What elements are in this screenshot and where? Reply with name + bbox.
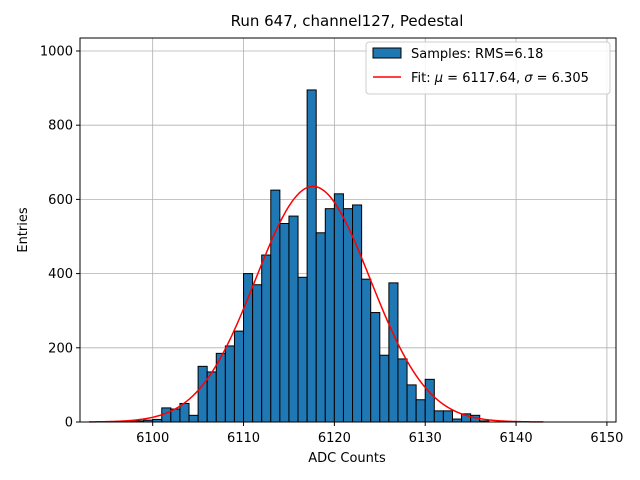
fit-curve-layer (89, 185, 544, 423)
y-axis-ticks: 0 200 400 600 800 1000 (40, 44, 80, 431)
y-axis-label: Entries (16, 207, 31, 253)
legend: Samples: RMS=6.18 Fit: μ = 6117.64, σ = … (365, 41, 611, 95)
x-tick-label: 6150 (590, 431, 623, 446)
histogram-bar (324, 208, 335, 423)
histogram-bar (424, 378, 435, 423)
histogram-bar (406, 384, 417, 423)
legend-label-samples: Samples: RMS=6.18 (411, 47, 543, 62)
y-tick-label: 600 (48, 193, 73, 208)
histogram-bar (243, 273, 254, 423)
histogram-bar (297, 276, 308, 423)
legend-swatch-samples (372, 47, 402, 59)
histogram-bar (415, 399, 426, 423)
histogram-bar (352, 204, 363, 423)
legend-fit-mu-value: = 6117.64, (443, 71, 524, 86)
legend-label-fit: Fit: μ = 6117.64, σ = 6.305 (411, 71, 589, 86)
y-tick-label: 800 (48, 119, 73, 134)
histogram-bar (315, 232, 326, 423)
histogram-bar (188, 414, 199, 423)
legend-fit-sigma-value: = 6.305 (532, 71, 588, 86)
histogram-bar (342, 208, 354, 423)
histogram-bar (224, 345, 235, 423)
x-tick-label: 6100 (136, 431, 169, 446)
x-axis-ticks: 6100 6110 6120 6130 6140 6150 (136, 422, 623, 446)
legend-fit-mu-symbol: μ (434, 71, 443, 86)
histogram-bar (370, 312, 381, 423)
histogram-bar (261, 254, 272, 423)
histogram-bar (197, 365, 208, 423)
fit-curve (89, 185, 544, 423)
histogram-bar (433, 410, 444, 423)
legend-fit-sigma-symbol: σ (524, 71, 533, 86)
histogram-bar (442, 410, 453, 423)
x-tick-label: 6110 (227, 431, 260, 446)
histogram-bar (206, 371, 217, 423)
y-tick-label: 1000 (40, 44, 73, 59)
legend-fit-prefix: Fit: (411, 71, 435, 86)
histogram-bar (288, 215, 299, 423)
histogram-bars (124, 89, 490, 423)
histogram-bar (379, 354, 390, 423)
histogram-bar (233, 330, 245, 423)
y-tick-label: 0 (65, 416, 73, 431)
histogram-bar (333, 193, 344, 423)
histogram-bar (361, 278, 372, 423)
chart-title: Run 647, channel127, Pedestal (231, 12, 464, 30)
x-tick-label: 6120 (318, 431, 351, 446)
legend-box (365, 41, 611, 95)
histogram-bar (306, 89, 317, 423)
histogram-bar (397, 358, 408, 423)
histogram-bar (252, 284, 263, 423)
x-tick-label: 6140 (500, 431, 533, 446)
x-axis-label: ADC Counts (308, 451, 386, 466)
histogram-bar (388, 282, 399, 423)
histogram-bar (179, 402, 190, 423)
y-tick-label: 200 (48, 341, 73, 356)
y-tick-label: 400 (48, 267, 73, 282)
plot-frame (79, 37, 617, 423)
histogram-bar (279, 223, 290, 423)
x-tick-label: 6130 (409, 431, 442, 446)
